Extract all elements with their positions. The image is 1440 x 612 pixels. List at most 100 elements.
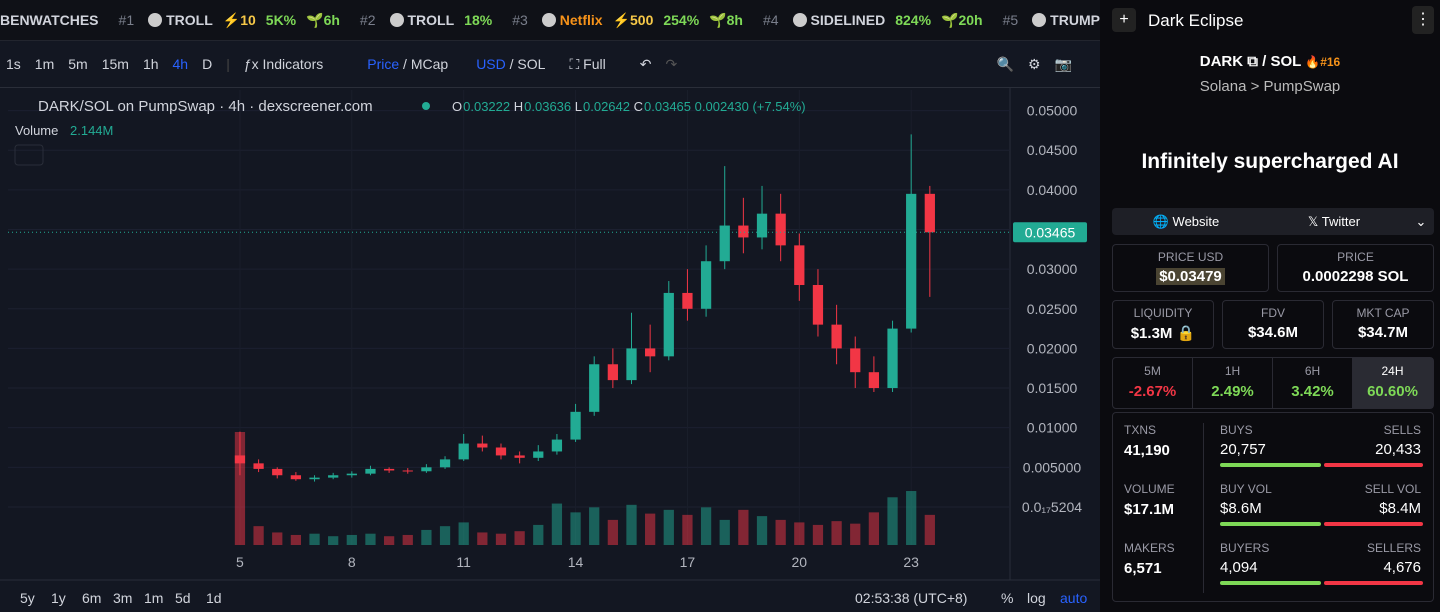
percent-toggle[interactable]: % — [1001, 590, 1013, 606]
chart-toolbar: 1s 1m 5m 15m 1h 4h D | ƒx Indicators Price / MCap… — [0, 41, 1100, 88]
mcap: MCap — [410, 56, 449, 72]
change-cell[interactable]: 6H 3.42% — [1273, 358, 1353, 408]
ohlc-value: 0.03222 — [463, 99, 510, 114]
volume-bar — [234, 432, 246, 545]
sell-bar — [1324, 581, 1423, 585]
candle-body — [812, 285, 824, 325]
item-name[interactable]: Netflix — [538, 12, 603, 28]
collapse-button[interactable] — [14, 144, 44, 166]
volume-bar — [309, 533, 320, 545]
stat-value: 6,571 — [1124, 560, 1162, 577]
candle-body — [346, 473, 357, 476]
clock: 02:53:38 (UTC+8) — [855, 590, 967, 606]
volume-bar — [924, 514, 935, 545]
volume-bar — [365, 533, 376, 545]
change-value: 2.49% — [1211, 383, 1254, 400]
add-button[interactable]: + — [1112, 8, 1136, 32]
price-mcap-toggle[interactable]: Price / MCap — [367, 56, 449, 72]
volume-bar — [402, 534, 413, 545]
volume-bar — [719, 519, 730, 545]
y-tick-label: 0.04000 — [1027, 182, 1078, 198]
y-tick-label: 0.03000 — [1027, 261, 1078, 277]
volume-bar — [439, 526, 451, 545]
change-cell[interactable]: 1H 2.49% — [1193, 358, 1273, 408]
stat-value: 41,190 — [1124, 442, 1170, 459]
currency-toggle[interactable]: USD / SOL — [476, 56, 546, 72]
candle-body — [645, 348, 656, 357]
interval[interactable]: 1s — [6, 56, 21, 72]
candle-body — [514, 455, 525, 458]
range-button[interactable]: 1m — [144, 590, 163, 606]
range-button[interactable]: 5d — [175, 590, 191, 606]
candle-body — [495, 447, 507, 456]
interval[interactable]: 15m — [101, 56, 129, 72]
indicators-button[interactable]: ƒx Indicators — [243, 56, 324, 72]
candle-body — [924, 193, 935, 233]
x-tick-label: 23 — [903, 554, 919, 570]
y-tick-label: 0.0₁₇5204 — [1022, 499, 1082, 515]
ohlc-legend: O0.03222 H0.03636 L0.02642 C0.03465 0.00… — [452, 99, 806, 114]
auto-toggle[interactable]: auto — [1060, 590, 1087, 606]
item-name[interactable]: TRUMP — [1028, 12, 1100, 28]
item-name[interactable]: TROLL — [144, 12, 213, 28]
twitter-link[interactable]: 𝕏 Twitter — [1307, 213, 1361, 229]
range-button[interactable]: 5y — [20, 590, 35, 606]
candle-body — [663, 292, 674, 357]
boost: ⚡500 — [612, 11, 654, 28]
y-tick-label: 0.04500 — [1027, 142, 1078, 158]
volume-total: 2.144M — [70, 123, 113, 138]
website-link[interactable]: 🌐 Website — [1152, 213, 1220, 229]
usd: USD — [476, 56, 506, 72]
change-cell[interactable]: 24H 60.60% — [1353, 358, 1433, 408]
candle-body — [439, 459, 451, 468]
stat-label: MAKERS — [1124, 541, 1175, 555]
ohlc-change: 0.002430 (+7.54%) — [695, 99, 806, 114]
candle-body — [682, 292, 693, 309]
volume-bar — [421, 529, 432, 545]
sell-bar — [1324, 463, 1423, 467]
change-cell[interactable]: 5M -2.67% — [1113, 358, 1193, 408]
right-value: 4,676 — [1383, 559, 1421, 576]
volume-bar — [272, 532, 283, 545]
interval[interactable]: 1m — [34, 56, 55, 72]
label: FDV — [1261, 306, 1285, 320]
chain: Solana — [1199, 78, 1247, 95]
item-name[interactable]: SIDELINED — [789, 12, 885, 28]
range-button[interactable]: 6m — [82, 590, 101, 606]
item-name[interactable]: TROLL — [386, 12, 454, 28]
undo[interactable]: ↶ — [639, 55, 652, 72]
quote-symbol: SOL — [1270, 53, 1302, 70]
tools[interactable]: 🔍⚙📷 — [996, 55, 1086, 72]
interval[interactable]: 4h — [172, 56, 189, 72]
fdv-box: FDV $34.6M — [1222, 300, 1324, 349]
log-toggle[interactable]: log — [1027, 590, 1046, 606]
liquidity-value: $1.3M — [1130, 325, 1173, 342]
more-links[interactable]: ⌄ — [1415, 213, 1427, 229]
full-button[interactable]: ⛶ Full — [569, 55, 606, 72]
x-tick-label: 20 — [792, 554, 808, 570]
range-button[interactable]: 1y — [51, 590, 66, 606]
range-button[interactable]: 3m — [113, 590, 132, 606]
volume-bar — [794, 522, 805, 545]
rank: #2 — [359, 12, 376, 28]
last-price-tag — [1013, 222, 1087, 243]
y-tick-label: 0.05000 — [1027, 103, 1078, 119]
interval[interactable]: 1h — [142, 56, 159, 72]
redo[interactable]: ↷ — [665, 55, 678, 72]
candle-body — [328, 475, 339, 478]
volume-bar — [626, 504, 637, 545]
candle-body — [831, 324, 842, 349]
candle-body — [570, 411, 581, 440]
candle-body — [272, 468, 283, 476]
liquidity-box: LIQUIDITY $1.3M 🔒 — [1112, 300, 1214, 349]
interval[interactable]: 5m — [68, 56, 88, 72]
period: 24H — [1381, 364, 1404, 378]
interval[interactable]: D — [202, 56, 213, 72]
range-button[interactable]: 1d — [206, 590, 222, 606]
menu-button[interactable]: ⋮ — [1412, 6, 1434, 34]
volume-bar — [328, 536, 339, 545]
age: 🌱6h — [306, 11, 340, 28]
change: 18% — [464, 12, 493, 28]
boost-value: 10 — [240, 11, 256, 28]
